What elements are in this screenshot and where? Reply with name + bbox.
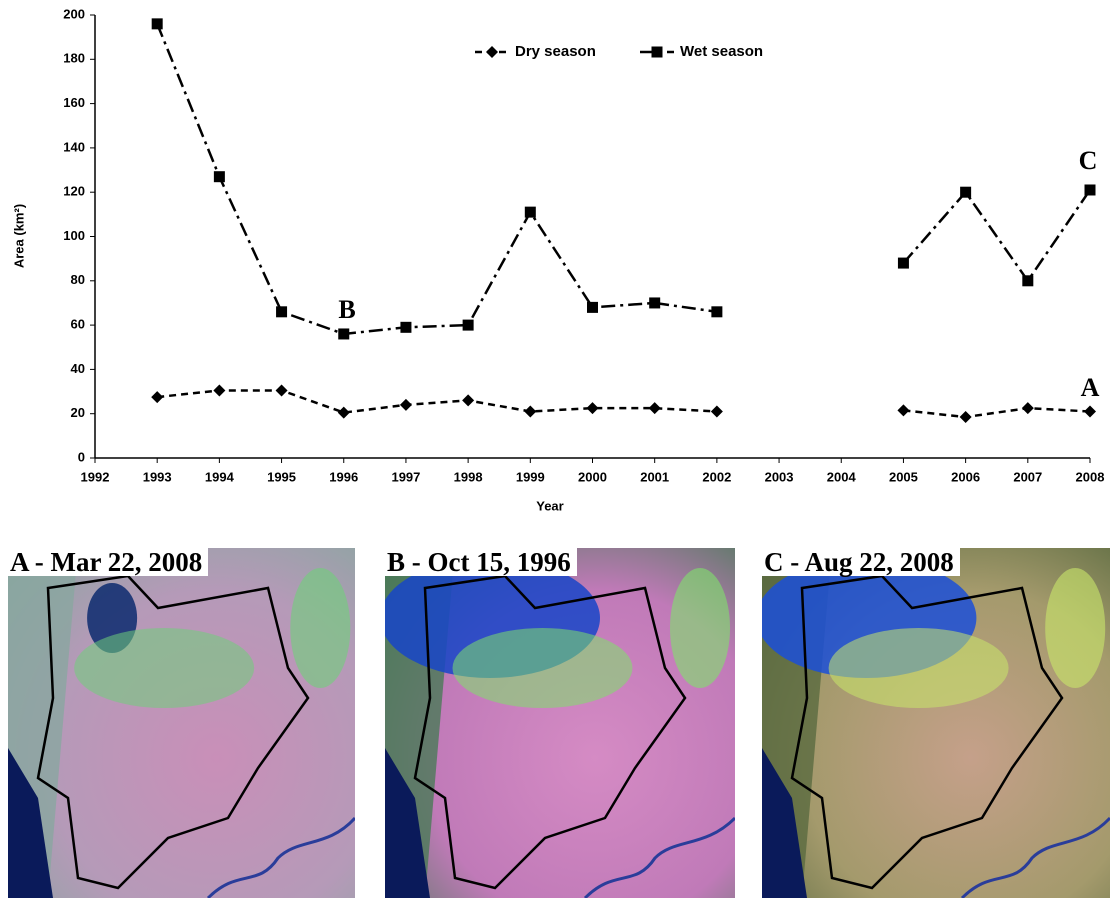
series-line (157, 389, 1091, 419)
marker (897, 257, 909, 269)
legend-label: Dry season (515, 43, 596, 60)
chart: Year Area (km²) 0 20 40 60 80 100 120 140 160 180… (11, 6, 1105, 513)
x-tick-label: 2005 (889, 469, 918, 484)
legend-label: Wet season (680, 43, 763, 60)
marker (486, 46, 498, 58)
annotation: A (1081, 373, 1100, 402)
marker (399, 398, 412, 411)
marker (648, 402, 661, 415)
marker (338, 328, 350, 340)
x-tick-label: 2008 (1076, 469, 1105, 484)
y-tick-label: 140 (63, 139, 85, 154)
marker (524, 405, 537, 418)
annotation: C (1079, 146, 1098, 175)
y-tick-label: 200 (63, 6, 85, 21)
marker (1021, 402, 1034, 415)
marker (586, 402, 599, 415)
marker (1084, 184, 1096, 196)
y-tick-label: 0 (78, 449, 85, 464)
image-label: B - Oct 15, 1996 (385, 548, 577, 576)
marker (151, 391, 164, 404)
satellite-image: A - Mar 22, 2008 (8, 548, 355, 898)
image-label: C - Aug 22, 2008 (762, 548, 960, 576)
x-tick-label: 2001 (640, 469, 669, 484)
y-tick-label: 40 (71, 361, 85, 376)
marker (337, 406, 350, 419)
marker (649, 297, 661, 309)
series-line (156, 23, 1092, 336)
marker (524, 206, 536, 218)
satellite-image: C - Aug 22, 2008 (762, 548, 1110, 898)
x-tick-label: 2003 (765, 469, 794, 484)
y-tick-label: 20 (71, 405, 85, 420)
marker (1084, 405, 1096, 418)
x-tick-label: 1996 (329, 469, 358, 484)
annotation: B (338, 295, 355, 324)
marker (462, 319, 474, 331)
marker (275, 384, 288, 397)
marker (213, 384, 226, 397)
x-tick-label: 1999 (516, 469, 545, 484)
marker (587, 301, 598, 313)
marker (959, 411, 972, 424)
x-tick-label: 2004 (827, 469, 857, 484)
y-axis-label: Area (km²) (11, 204, 26, 268)
y-tick-label: 80 (71, 272, 85, 287)
x-tick-label: 1992 (81, 469, 110, 484)
marker (213, 171, 225, 183)
image-art (8, 548, 355, 898)
marker (1022, 275, 1034, 287)
x-tick-label: 2002 (702, 469, 731, 484)
y-tick-label: 160 (63, 95, 85, 110)
marker (462, 394, 475, 407)
marker (960, 186, 972, 198)
marker (651, 46, 663, 58)
marker (897, 404, 910, 417)
marker (711, 306, 723, 318)
marker (400, 321, 412, 333)
x-tick-label: 1997 (391, 469, 420, 484)
y-tick-label: 100 (63, 228, 85, 243)
x-tick-label: 2000 (578, 469, 607, 484)
y-tick-label: 180 (63, 51, 85, 66)
x-tick-label: 1994 (205, 469, 235, 484)
image-label: A - Mar 22, 2008 (8, 548, 209, 576)
x-tick-label: 1995 (267, 469, 296, 484)
satellite-image: B - Oct 15, 1996 (385, 548, 735, 898)
x-tick-label: 2007 (1013, 469, 1042, 484)
x-axis-label: Year (536, 498, 563, 513)
x-tick-label: 1993 (143, 469, 172, 484)
y-tick-label: 60 (71, 317, 85, 332)
y-tick-label: 120 (63, 184, 85, 199)
x-tick-label: 2006 (951, 469, 980, 484)
x-tick-label: 1998 (454, 469, 483, 484)
marker (276, 306, 288, 318)
marker (151, 18, 163, 30)
marker (710, 405, 723, 418)
image-art (762, 548, 1110, 898)
image-art (385, 548, 735, 898)
